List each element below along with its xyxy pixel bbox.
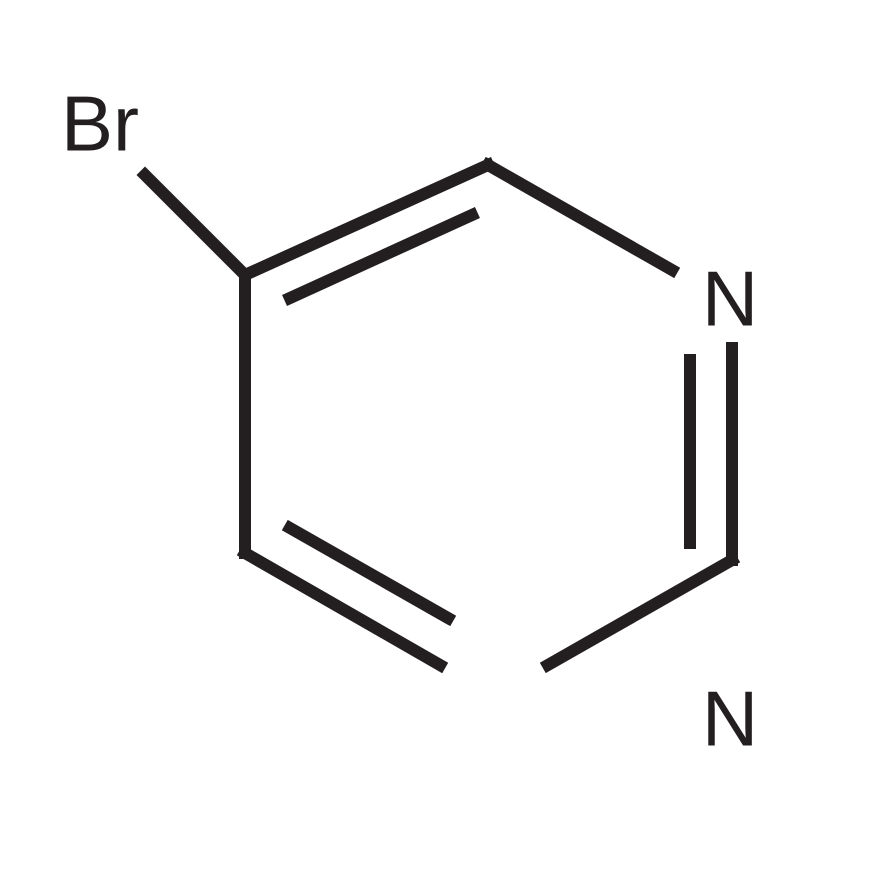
bonds-group [145, 165, 732, 665]
molecule-diagram: N N Br [0, 0, 890, 890]
bond-line [488, 165, 672, 270]
atom-label-n: N [702, 255, 758, 343]
atom-label-n: N [702, 675, 758, 763]
atom-label-br: Br [61, 80, 139, 168]
bond-line [245, 553, 440, 665]
bond-line [290, 528, 448, 618]
bond-line [290, 215, 472, 298]
bond-line [145, 175, 245, 275]
atoms-group: N N Br [61, 80, 758, 763]
bond-line [548, 560, 732, 665]
